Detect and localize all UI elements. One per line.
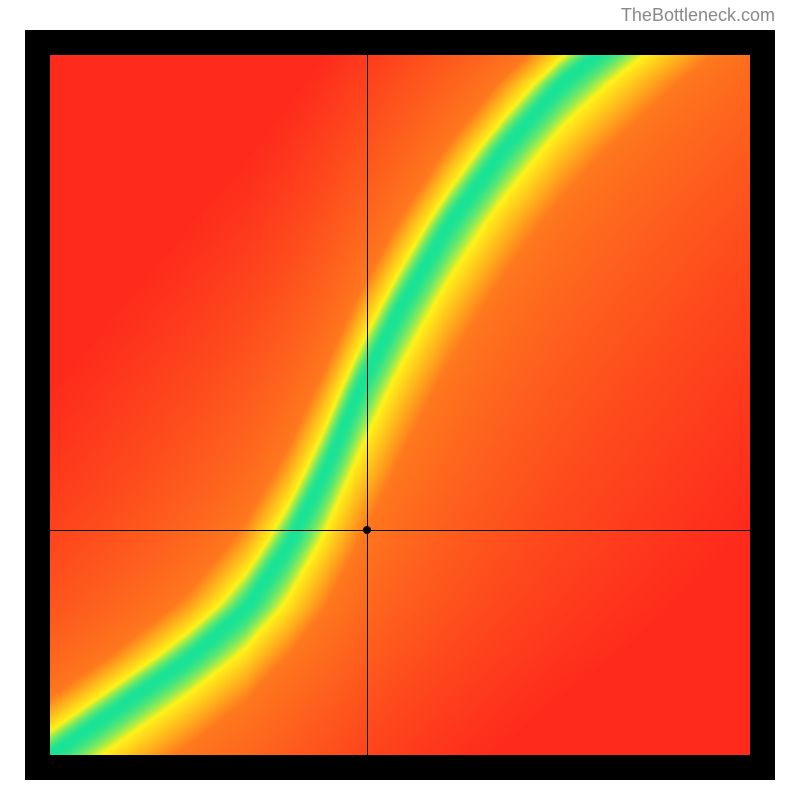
marker-dot: [363, 526, 371, 534]
heatmap-canvas: [50, 55, 750, 755]
crosshair-vertical: [367, 55, 368, 755]
crosshair-horizontal: [50, 530, 750, 531]
chart-frame: [25, 30, 775, 780]
watermark-text: TheBottleneck.com: [621, 5, 775, 26]
plot-area: [50, 55, 750, 755]
